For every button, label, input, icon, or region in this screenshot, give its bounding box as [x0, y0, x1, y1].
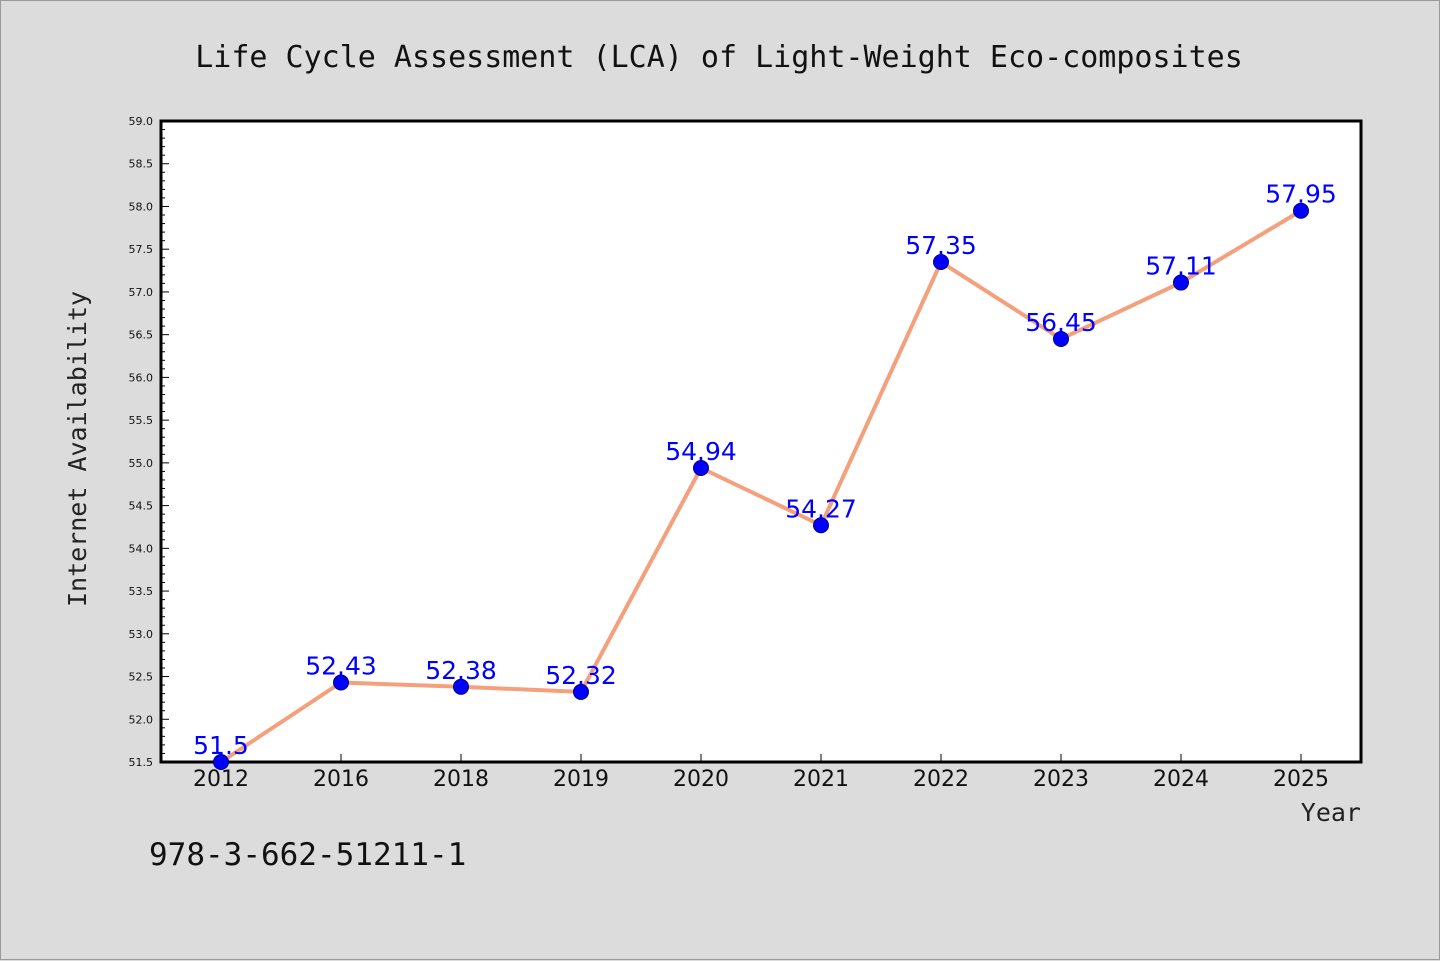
x-tick-label: 2018	[433, 767, 489, 792]
footnote-isbn: 978-3-662-51211-1	[149, 837, 466, 873]
y-tick-label: 57.5	[129, 243, 154, 256]
y-tick-label: 52.5	[129, 671, 154, 684]
plot-area	[159, 119, 1363, 764]
x-tick-label: 2012	[193, 767, 249, 792]
data-label: 57.95	[1265, 180, 1337, 209]
series-group: 51.5 52.43 52.38 52.32 54.94 54.27 57.35 56.45 5…	[193, 180, 1337, 770]
y-axis: 51.5 52.0 52.5 53.0 53.5 54.0 54.5 55.0 55.5 56.0…	[129, 115, 169, 769]
y-tick-label: 54.0	[129, 542, 154, 555]
y-tick-label: 56.0	[129, 371, 154, 384]
y-tick-label: 53.5	[129, 585, 154, 598]
data-point	[1293, 202, 1309, 219]
data-point	[1173, 274, 1189, 291]
data-label: 57.35	[905, 231, 977, 260]
data-point	[573, 683, 589, 700]
data-point	[333, 674, 349, 691]
data-label: 52.32	[545, 661, 617, 690]
y-tick-label: 58.5	[129, 158, 154, 171]
y-tick-label: 56.5	[129, 329, 154, 342]
data-label: 56.45	[1025, 308, 1097, 337]
data-point	[453, 678, 469, 695]
x-tick-label: 2024	[1153, 767, 1209, 792]
x-tick-label: 2021	[793, 767, 849, 792]
x-tick-label: 2025	[1273, 767, 1329, 792]
data-point	[933, 254, 949, 271]
y-tick-label: 53.0	[129, 628, 154, 641]
data-point	[693, 459, 709, 476]
x-tick-label: 2019	[553, 767, 609, 792]
y-tick-label: 57.0	[129, 286, 154, 299]
data-point	[213, 754, 229, 770]
x-tick-label: 2023	[1033, 767, 1089, 792]
data-label: 52.38	[425, 656, 497, 685]
x-axis: 2012 2016 2018 2019 2020 2021 2022 2023 2024 2025	[193, 754, 1329, 792]
y-tick-label: 55.0	[129, 457, 154, 470]
data-label: 54.27	[785, 494, 857, 523]
x-axis-label: Year	[1301, 798, 1361, 827]
y-tick-label: 54.5	[129, 500, 154, 513]
series-line	[219, 209, 1303, 764]
data-label: 54.94	[665, 437, 737, 466]
data-point	[813, 517, 829, 534]
data-label: 57.11	[1145, 252, 1217, 281]
x-tick-label: 2022	[913, 767, 969, 792]
y-tick-label: 51.5	[129, 756, 154, 769]
y-axis-label: Internet Availability	[63, 291, 92, 607]
y-tick-label: 55.5	[129, 414, 154, 427]
chart-title: Life Cycle Assessment (LCA) of Light-Wei…	[195, 40, 1243, 75]
x-tick-label: 2020	[673, 767, 729, 792]
y-tick-label: 52.0	[129, 713, 154, 726]
x-tick-label: 2016	[313, 767, 369, 792]
y-tick-label: 58.0	[129, 200, 154, 213]
data-label: 52.43	[305, 652, 377, 681]
data-point	[1053, 330, 1069, 347]
y-tick-label: 59.0	[129, 115, 154, 128]
data-label: 51.5	[193, 731, 249, 760]
